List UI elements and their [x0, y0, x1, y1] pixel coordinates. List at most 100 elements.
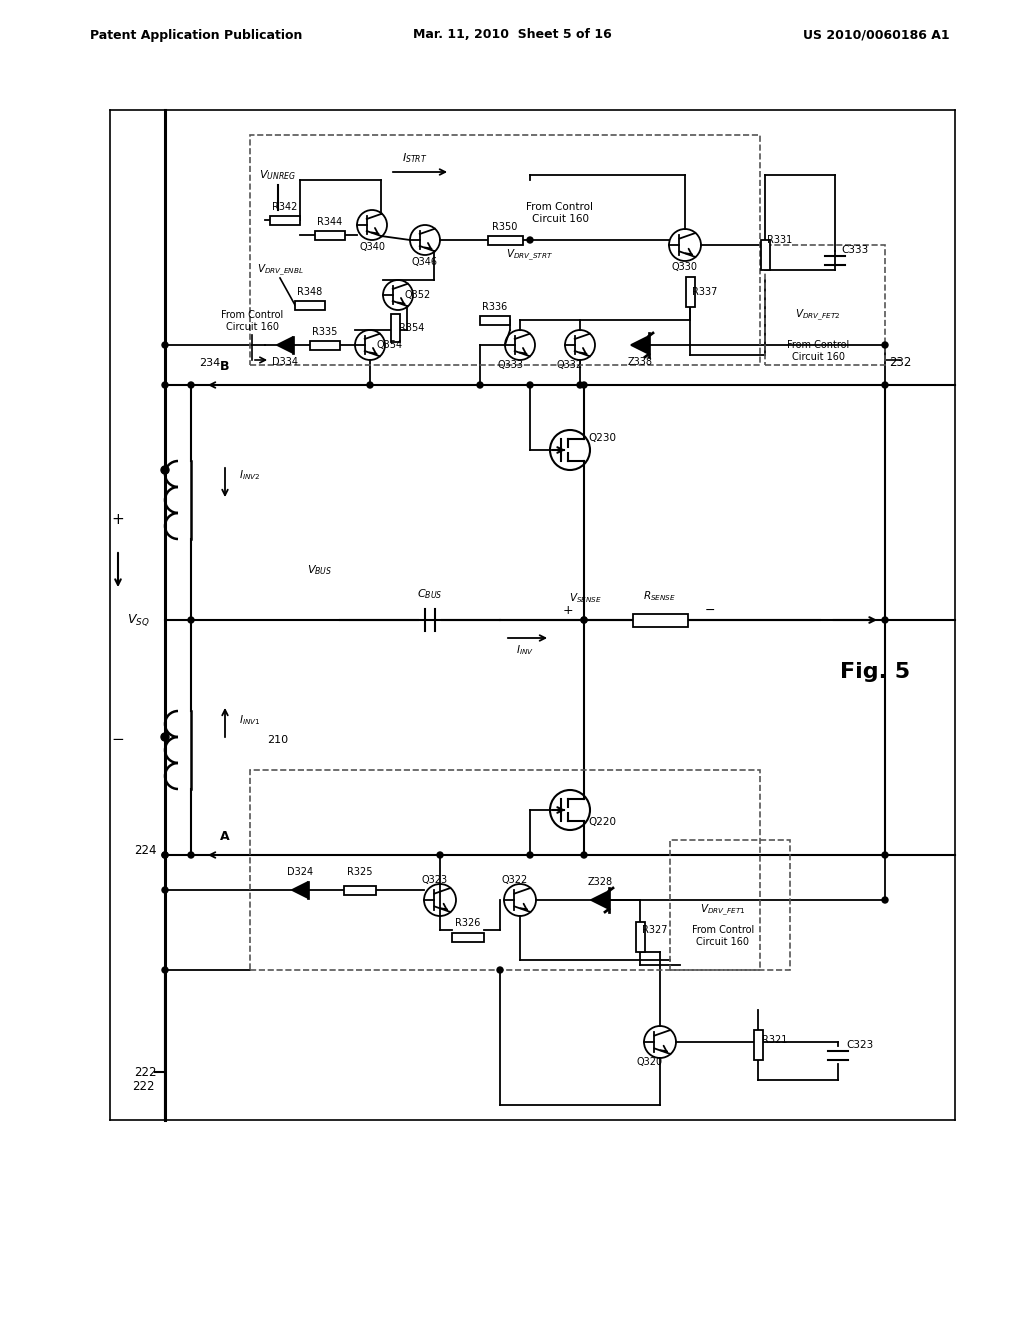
Circle shape — [527, 238, 534, 243]
Circle shape — [581, 616, 587, 623]
Text: $V_{DRV\_FET2}$: $V_{DRV\_FET2}$ — [796, 308, 841, 322]
Bar — [452, 932, 484, 941]
Text: $V_{BUS}$: $V_{BUS}$ — [307, 564, 333, 577]
Circle shape — [477, 381, 483, 388]
Text: Patent Application Publication: Patent Application Publication — [90, 29, 302, 41]
Polygon shape — [278, 337, 293, 352]
Text: D334: D334 — [272, 356, 298, 367]
Text: Q333: Q333 — [497, 360, 523, 370]
Bar — [487, 235, 522, 244]
Text: $R_{SENSE}$: $R_{SENSE}$ — [643, 589, 677, 603]
Bar — [670, 840, 790, 970]
Polygon shape — [292, 882, 308, 898]
Circle shape — [882, 616, 888, 623]
Bar — [270, 215, 300, 224]
Text: −: − — [112, 733, 124, 747]
Bar — [685, 277, 694, 308]
Text: Circuit 160: Circuit 160 — [531, 214, 589, 224]
Text: $I_{INV}$: $I_{INV}$ — [516, 643, 534, 657]
Text: 232: 232 — [889, 355, 911, 368]
Polygon shape — [591, 891, 609, 909]
Text: Fig. 5: Fig. 5 — [840, 663, 910, 682]
Bar — [754, 1030, 763, 1060]
Bar — [765, 246, 885, 366]
Text: Z328: Z328 — [588, 876, 612, 887]
Text: R350: R350 — [493, 222, 518, 232]
Text: −: − — [705, 603, 715, 616]
Text: $V_{DRV\_ENBL}$: $V_{DRV\_ENBL}$ — [257, 263, 303, 277]
Text: $C_{BUS}$: $C_{BUS}$ — [417, 587, 442, 601]
Text: $I_{INV1}$: $I_{INV1}$ — [240, 713, 261, 727]
Text: $V_{UNREG}$: $V_{UNREG}$ — [259, 168, 297, 182]
Text: C323: C323 — [847, 1040, 873, 1049]
Text: Q340: Q340 — [359, 242, 385, 252]
Text: $I_{INV2}$: $I_{INV2}$ — [240, 469, 261, 482]
Circle shape — [162, 342, 168, 348]
Text: From Control: From Control — [221, 310, 283, 319]
Text: 234: 234 — [200, 358, 220, 368]
Text: Q332: Q332 — [557, 360, 583, 370]
Text: R344: R344 — [317, 216, 343, 227]
Text: Circuit 160: Circuit 160 — [225, 322, 279, 333]
Circle shape — [527, 851, 534, 858]
Text: 224: 224 — [134, 843, 157, 857]
Text: Circuit 160: Circuit 160 — [696, 937, 750, 946]
Text: D324: D324 — [287, 867, 313, 876]
Text: A: A — [220, 830, 229, 843]
Bar — [250, 135, 760, 366]
Text: +: + — [562, 603, 573, 616]
Text: B: B — [220, 360, 229, 374]
Bar — [315, 231, 345, 239]
Text: From Control: From Control — [526, 202, 594, 213]
Text: Q354: Q354 — [377, 341, 403, 350]
Circle shape — [162, 887, 168, 894]
Text: R354: R354 — [399, 323, 425, 333]
Text: R326: R326 — [456, 917, 480, 928]
Bar — [636, 921, 644, 952]
Bar — [295, 301, 325, 309]
Circle shape — [497, 968, 503, 973]
Text: Q230: Q230 — [588, 433, 616, 444]
Circle shape — [367, 381, 373, 388]
Text: R321: R321 — [762, 1035, 787, 1045]
Text: C333: C333 — [842, 246, 868, 255]
Text: R336: R336 — [482, 302, 508, 312]
Circle shape — [577, 381, 583, 388]
Circle shape — [882, 898, 888, 903]
Bar — [344, 886, 376, 895]
Circle shape — [161, 466, 169, 474]
Bar — [761, 240, 769, 271]
Text: 210: 210 — [267, 735, 289, 744]
Circle shape — [162, 968, 168, 973]
Text: $V_{DRV\_STRT}$: $V_{DRV\_STRT}$ — [506, 247, 554, 263]
Circle shape — [882, 851, 888, 858]
Circle shape — [188, 381, 194, 388]
Circle shape — [581, 851, 587, 858]
Text: $I_{STRT}$: $I_{STRT}$ — [402, 150, 428, 165]
Text: Q346: Q346 — [412, 257, 438, 267]
Bar — [633, 614, 687, 627]
Text: From Control: From Control — [692, 925, 754, 935]
Text: Q220: Q220 — [588, 817, 616, 828]
Circle shape — [162, 381, 168, 388]
Text: Q322: Q322 — [502, 875, 528, 884]
Text: Circuit 160: Circuit 160 — [792, 352, 845, 362]
Bar — [310, 341, 340, 350]
Text: R342: R342 — [272, 202, 298, 213]
Text: R337: R337 — [692, 286, 718, 297]
Polygon shape — [631, 337, 649, 354]
Text: R348: R348 — [297, 286, 323, 297]
Text: US 2010/0060186 A1: US 2010/0060186 A1 — [804, 29, 950, 41]
Circle shape — [527, 381, 534, 388]
Circle shape — [161, 733, 169, 741]
Circle shape — [162, 851, 168, 858]
Text: $V_{SQ}$: $V_{SQ}$ — [127, 612, 150, 628]
Text: Z338: Z338 — [628, 356, 652, 367]
Text: $V_{DRV\_FET1}$: $V_{DRV\_FET1}$ — [700, 903, 745, 917]
Circle shape — [882, 381, 888, 388]
Text: Q352: Q352 — [404, 290, 431, 300]
Text: R325: R325 — [347, 867, 373, 876]
Bar — [250, 770, 760, 970]
Text: R335: R335 — [312, 327, 338, 337]
Text: R327: R327 — [642, 925, 668, 935]
